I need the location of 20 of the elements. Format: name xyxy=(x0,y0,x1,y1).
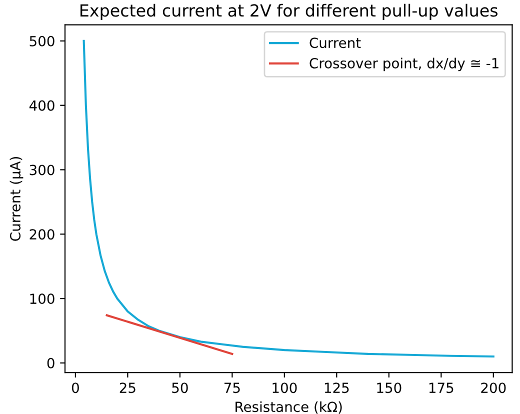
x-tick-label: 0 xyxy=(72,382,79,394)
x-tick-label: 200 xyxy=(481,382,506,394)
x-tick-label: 100 xyxy=(272,382,297,394)
y-tick-label: 0 xyxy=(47,358,54,368)
x-tick-label: 25 xyxy=(120,382,136,394)
x-tick-label: 50 xyxy=(172,382,188,394)
x-tick-label: 150 xyxy=(377,382,402,394)
x-tick-label: 175 xyxy=(429,382,454,394)
chart-title: Expected current at 2V for different pull-up values xyxy=(80,4,498,20)
y-tick-label: 200 xyxy=(30,229,54,240)
x-axis-title: Resistance (kΩ) xyxy=(236,401,342,414)
x-tick-label: 125 xyxy=(324,382,349,394)
y-tick-label: 300 xyxy=(30,164,54,176)
y-tick-label: 100 xyxy=(30,294,54,304)
x-tick-label: 75 xyxy=(224,382,240,394)
legend-label: Current xyxy=(310,38,361,48)
y-tick-label: 500 xyxy=(30,36,54,46)
legend-label: Crossover point, dx/dy ≅ -1 xyxy=(310,58,498,72)
y-tick-label: 400 xyxy=(29,100,54,111)
y-axis-title: Current (μA) xyxy=(10,157,24,241)
